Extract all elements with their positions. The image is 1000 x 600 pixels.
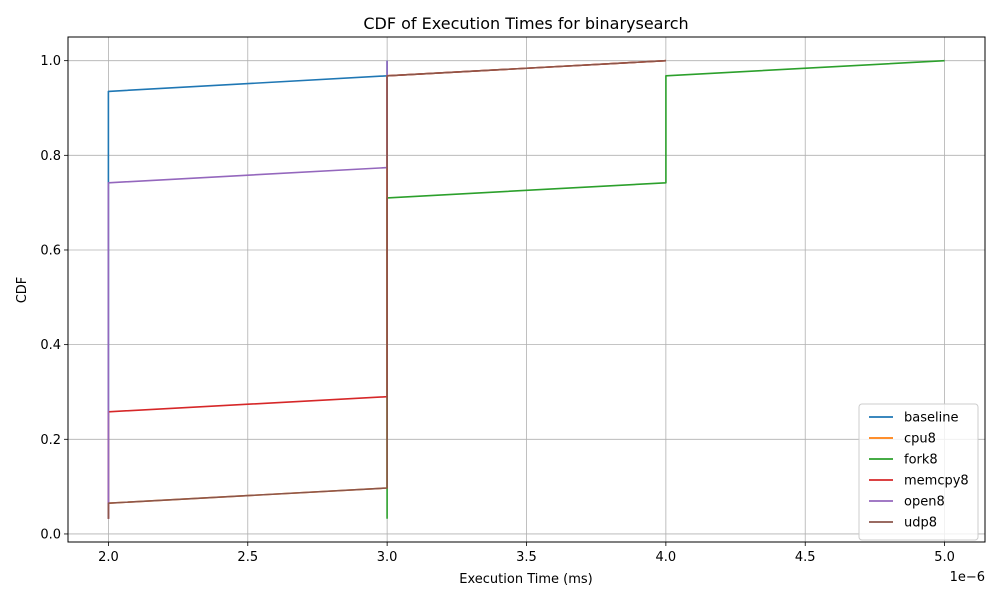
legend-label-cpu8: cpu8 <box>904 432 936 447</box>
legend-label-udp8: udp8 <box>904 516 937 531</box>
y-tick-label: 0.8 <box>40 149 61 164</box>
x-axis-ticks: 2.0 2.5 3.0 3.5 4.0 4.5 5.0 <box>98 542 955 565</box>
grid-lines <box>68 37 985 542</box>
x-tick-label: 2.0 <box>98 550 119 565</box>
y-tick-label: 0.6 <box>40 243 61 258</box>
legend-label-open8: open8 <box>904 495 945 510</box>
x-axis-label: Execution Time (ms) <box>459 572 592 587</box>
legend: baseline cpu8 fork8 memcpy8 open8 udp8 <box>858 403 979 541</box>
series-line-udp8 <box>107 59 666 519</box>
x-tick-label: 4.5 <box>795 550 816 565</box>
y-tick-label: 0.4 <box>40 338 61 353</box>
x-tick-label: 3.5 <box>516 550 537 565</box>
legend-label-fork8: fork8 <box>904 453 938 468</box>
y-axis-ticks: 0.0 0.2 0.4 0.6 0.8 1.0 <box>40 54 68 542</box>
legend-label-baseline: baseline <box>904 411 958 426</box>
y-tick-label: 0.0 <box>40 527 61 542</box>
legend-label-memcpy8: memcpy8 <box>904 474 969 489</box>
x-offset-label: 1e−6 <box>950 570 985 585</box>
y-axis-label: CDF <box>15 277 30 304</box>
chart-title: CDF of Execution Times for binarysearch <box>363 14 688 33</box>
x-tick-label: 5.0 <box>934 550 955 565</box>
y-tick-label: 0.2 <box>40 433 61 448</box>
x-tick-label: 3.0 <box>377 550 398 565</box>
x-tick-label: 4.0 <box>656 550 677 565</box>
y-tick-label: 1.0 <box>40 54 61 69</box>
series-lines <box>107 59 945 519</box>
x-tick-label: 2.5 <box>237 550 258 565</box>
